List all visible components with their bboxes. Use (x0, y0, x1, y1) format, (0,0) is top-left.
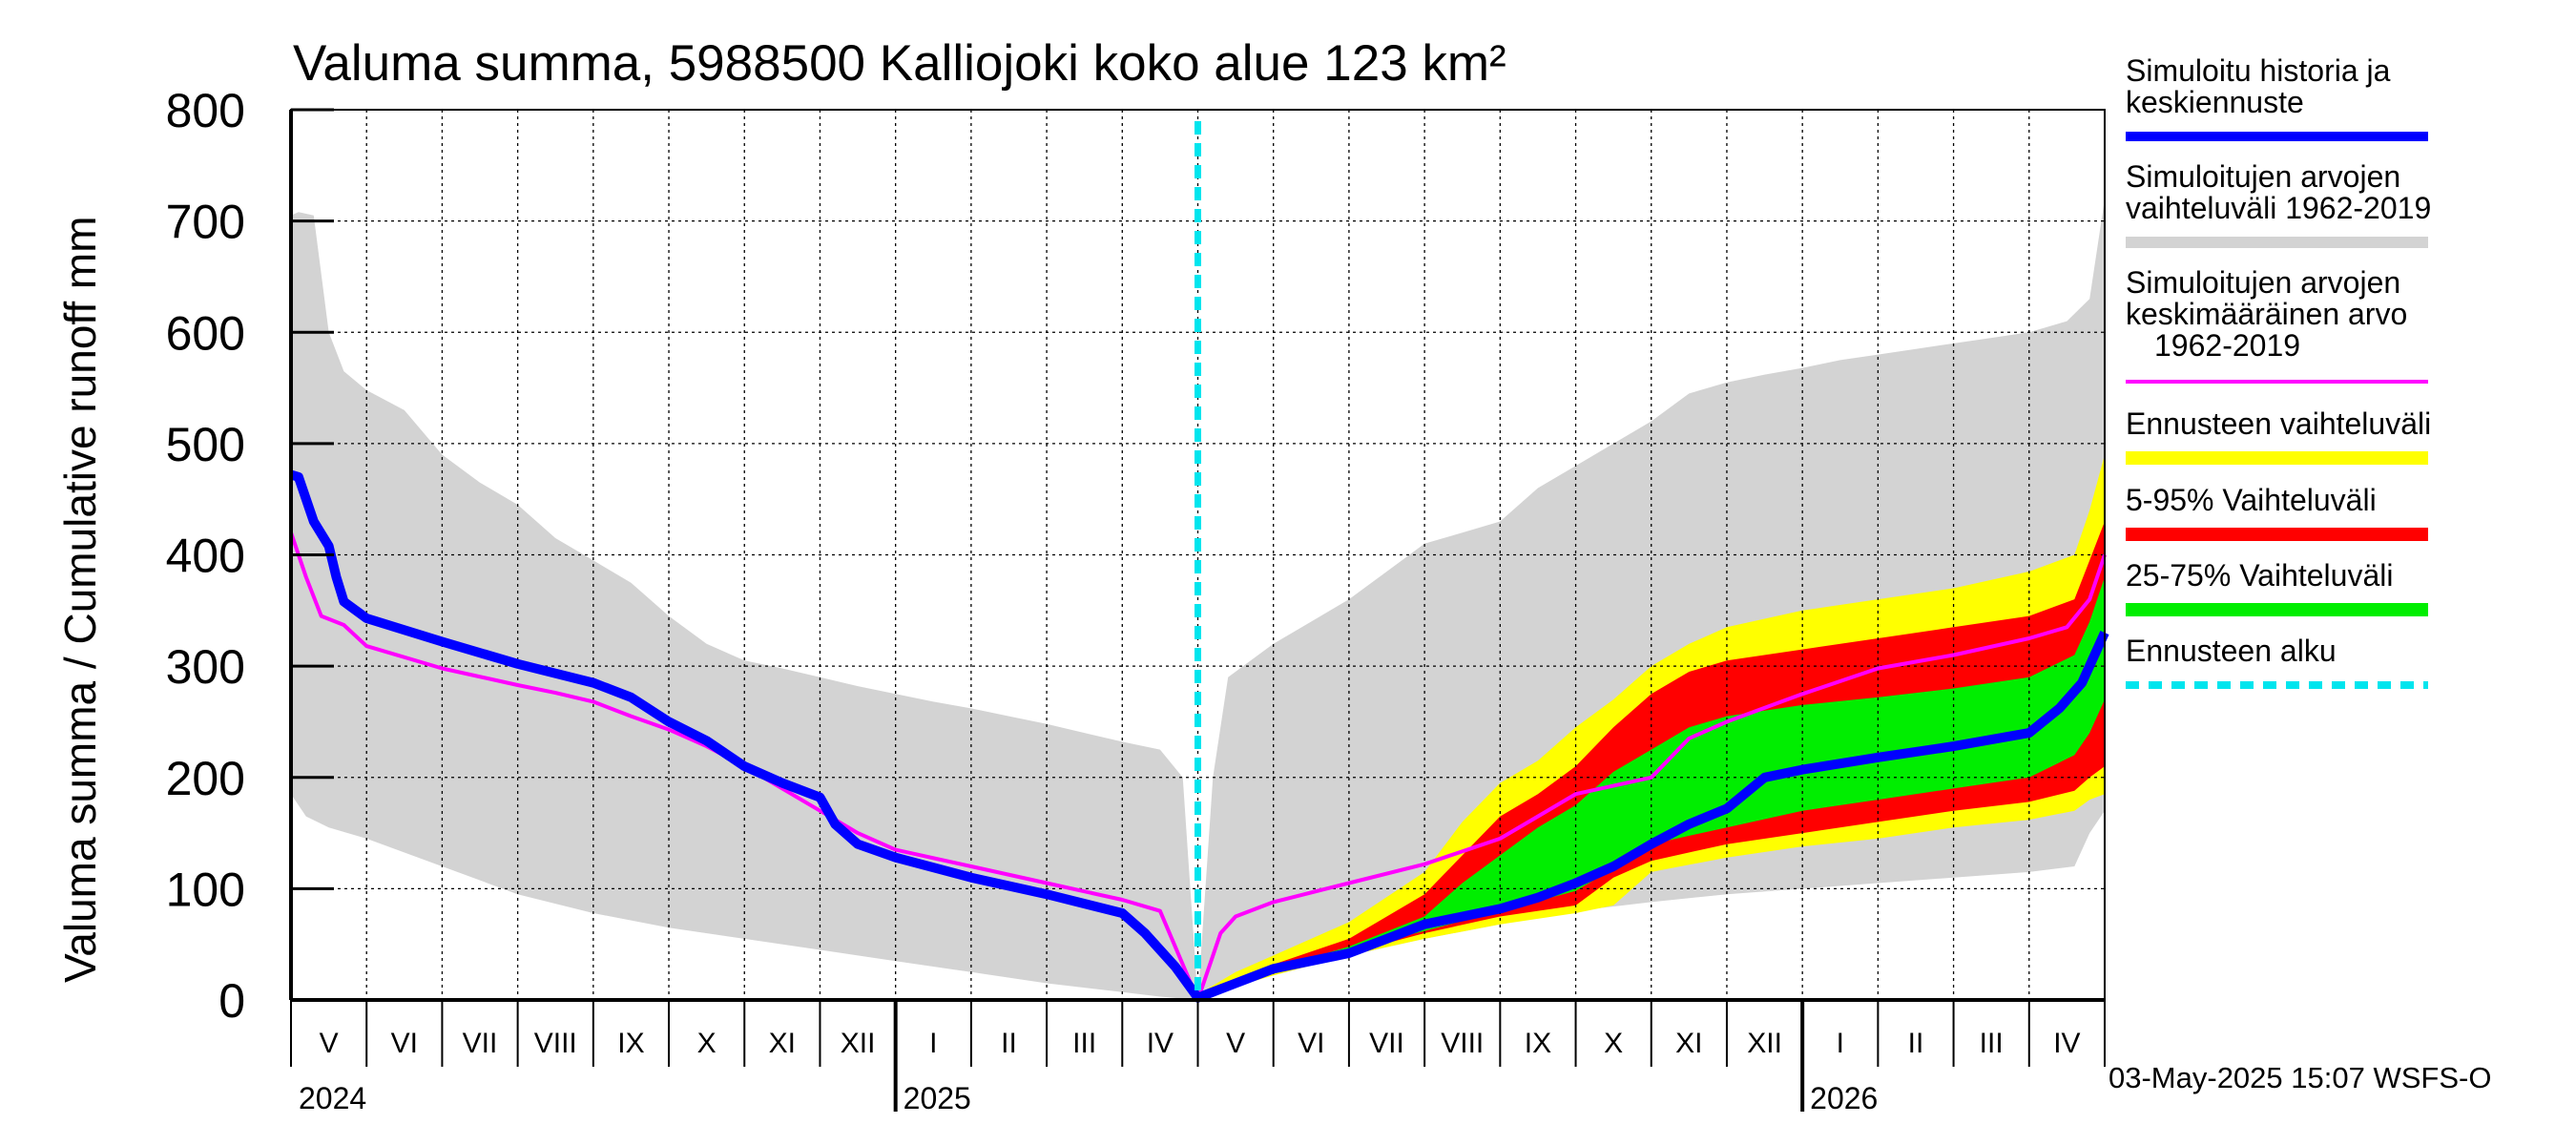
legend-label-magenta-2: keskimääräinen arvo (2126, 297, 2407, 331)
legend-label-grey-2: vaihteluväli 1962-2019 (2126, 191, 2431, 225)
month-label: VI (391, 1028, 418, 1059)
year-label: 2026 (1810, 1081, 1878, 1115)
y-tick-label: 500 (166, 418, 245, 471)
forecast-25-75-band (1197, 576, 2105, 999)
legend-label-red: 5-95% Vaihteluväli (2126, 483, 2377, 517)
month-label: IX (617, 1028, 644, 1059)
legend-label-yellow: Ennusteen vaihteluväli (2126, 406, 2431, 441)
legend-label-grey-1: Simuloitujen arvojen (2126, 159, 2400, 194)
month-label: II (1001, 1028, 1017, 1059)
month-label: I (929, 1028, 937, 1059)
y-tick-label: 800 (166, 84, 245, 137)
month-label: V (320, 1028, 339, 1059)
legend-label-magenta-3: 1962-2019 (2154, 328, 2300, 363)
month-label: XI (769, 1028, 796, 1059)
month-labels: V VI VII VIII IX X XI XII I II III IV V VI VII VIII IX X X… (290, 1000, 2106, 1112)
month-label: IV (1147, 1028, 1174, 1059)
year-label: 2024 (299, 1081, 366, 1115)
month-label: XII (841, 1028, 876, 1059)
y-tick-label: 600 (166, 306, 245, 360)
forecast-line (289, 469, 2109, 1003)
legend-label-green: 25-75% Vaihteluväli (2126, 558, 2393, 593)
legend-label-blue-2: keskiennuste (2126, 85, 2304, 119)
y-tick-label: 100 (166, 863, 245, 916)
y-axis-label: Valuma summa / Cumulative runoff mm (55, 216, 105, 983)
y-tick-label: 700 (166, 196, 245, 249)
y-tick-labels: 0 100 200 300 400 500 600 700 800 (166, 84, 334, 1028)
legend-label-blue-1: Simuloitu historia ja (2126, 53, 2391, 88)
month-label: XI (1675, 1028, 1702, 1059)
year-labels: 2024 2025 2026 (299, 1081, 1878, 1115)
legend-label-magenta-1: Simuloitujen arvojen (2126, 265, 2400, 300)
month-label: VI (1298, 1028, 1324, 1059)
month-label: VIII (534, 1028, 577, 1059)
year-label: 2025 (904, 1081, 971, 1115)
y-tick-label: 200 (166, 752, 245, 805)
chart-title: Valuma summa, 5988500 Kalliojoki koko al… (293, 35, 1506, 92)
month-label: II (1908, 1028, 1924, 1059)
timestamp-footer: 03-May-2025 15:07 WSFS-O (2109, 1061, 2491, 1094)
month-label: I (1837, 1028, 1844, 1059)
month-label: XII (1747, 1028, 1782, 1059)
y-tick-label: 300 (166, 640, 245, 694)
month-label: VIII (1441, 1028, 1484, 1059)
month-label: X (697, 1028, 717, 1059)
month-label: IV (2053, 1028, 2080, 1059)
grid-layer (291, 110, 2105, 1000)
month-label: VII (1369, 1028, 1404, 1059)
month-label: III (1980, 1028, 2004, 1059)
month-label: IX (1525, 1028, 1551, 1059)
legend-label-cyan: Ennusteen alku (2126, 634, 2337, 668)
y-tick-label: 400 (166, 530, 245, 583)
mean-line (289, 531, 2107, 1002)
month-label: VII (463, 1028, 498, 1059)
legend: Simuloitu historia ja keskiennuste Simul… (2126, 53, 2431, 689)
month-label: V (1226, 1028, 1245, 1059)
month-label: III (1072, 1028, 1096, 1059)
month-label: X (1604, 1028, 1623, 1059)
y-tick-label: 0 (218, 974, 245, 1028)
lines-layer (289, 121, 2109, 1003)
